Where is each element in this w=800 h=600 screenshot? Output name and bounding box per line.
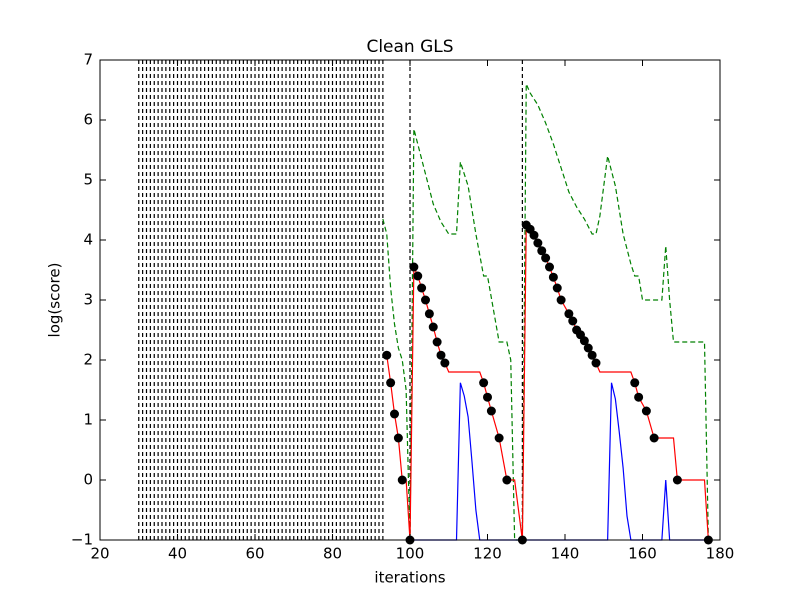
marker [556,295,566,305]
marker [548,272,558,282]
marker [502,475,512,485]
y-tick-label: 5 [83,171,93,189]
marker [397,475,407,485]
marker [479,378,489,388]
marker [591,358,601,368]
marker [533,238,543,248]
marker [390,409,399,419]
y-tick-label: 2 [83,351,93,369]
marker [413,271,423,281]
marker [424,309,434,319]
marker [583,343,593,353]
marker [393,433,403,443]
marker [672,475,682,485]
chart-title: Clean GLS [366,37,453,57]
y-tick-label: 1 [83,411,93,429]
x-tick-label: 100 [396,545,425,563]
marker [552,283,562,293]
y-tick-label: 0 [83,471,93,489]
marker [545,262,554,272]
marker [649,433,659,443]
marker [630,378,640,388]
x-tick-label: 160 [628,545,657,563]
marker [634,392,644,402]
marker [386,378,396,388]
marker [436,350,446,360]
y-axis-label: log(score) [46,263,64,338]
x-tick-label: 60 [245,545,264,563]
x-tick-label: 40 [168,545,187,563]
marker [417,283,427,293]
marker [579,336,589,346]
x-tick-label: 120 [473,545,502,563]
marker [382,350,392,360]
x-axis-label: iterations [374,569,445,587]
x-tick-label: 140 [551,545,580,563]
marker [494,433,504,443]
marker [483,392,492,402]
marker [641,406,651,416]
y-tick-label: 6 [83,111,93,129]
marker [587,350,597,360]
series-line [382,83,709,541]
x-tick-label: 20 [90,545,109,563]
marker [541,253,551,263]
marker [568,316,578,326]
marker [421,295,430,305]
y-tick-label: 4 [83,231,93,249]
y-tick-label: 7 [83,51,93,69]
marker [537,246,547,256]
marker [486,406,496,416]
plot-area [138,60,713,545]
y-tick-label: 3 [83,291,93,309]
x-tick-label: 180 [706,545,735,563]
marker [564,309,574,319]
marker [440,358,450,368]
marker [432,337,442,347]
marker [409,262,419,272]
marker [428,322,438,332]
y-tick-label: −1 [71,531,93,549]
x-tick-label: 80 [323,545,342,563]
marker [529,230,539,240]
